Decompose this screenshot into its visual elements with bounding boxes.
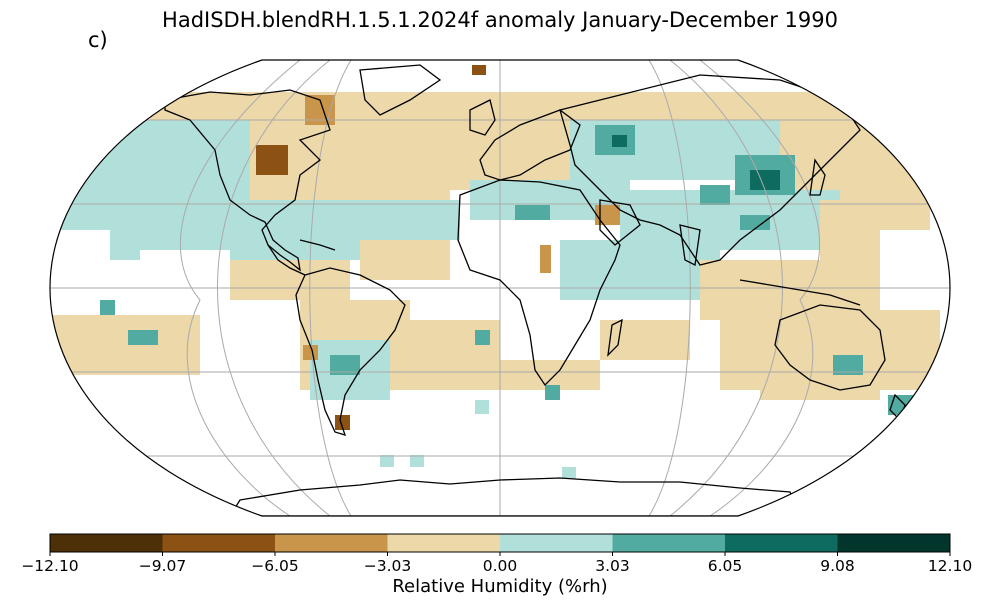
colorbar-tick-label: 9.08: [820, 557, 855, 575]
colorbar-bin: [50, 534, 163, 552]
colorbar-tick-label: −9.07: [138, 557, 187, 575]
colorbar-bin: [725, 534, 838, 552]
map-outline: [49, 59, 951, 517]
colorbar-tick-label: 0.00: [482, 557, 518, 575]
colorbar-bin: [387, 534, 501, 552]
colorbar-bin: [162, 534, 276, 552]
colorbar-tick-label: −3.03: [363, 557, 412, 575]
colorbar-bin: [612, 534, 726, 552]
colorbar-bin: [837, 534, 951, 552]
panel-label: c): [88, 28, 108, 52]
colorbar-bin: [275, 534, 388, 552]
colorbar-tick-label: 6.05: [707, 557, 743, 575]
colorbar-tick-label: −6.05: [251, 557, 299, 575]
colorbar-bin: [500, 534, 613, 552]
colorbar-label: Relative Humidity (%rh): [392, 576, 608, 597]
colorbar: [49, 533, 951, 556]
colorbar-tick-label: 12.10: [927, 557, 973, 575]
gridlines: [50, 60, 950, 516]
colorbar-tick-label: −12.10: [21, 557, 79, 575]
colorbar-tick-label: 3.03: [595, 557, 630, 575]
map-title: HadISDH.blendRH.1.5.1.2024f anomaly Janu…: [162, 8, 838, 32]
